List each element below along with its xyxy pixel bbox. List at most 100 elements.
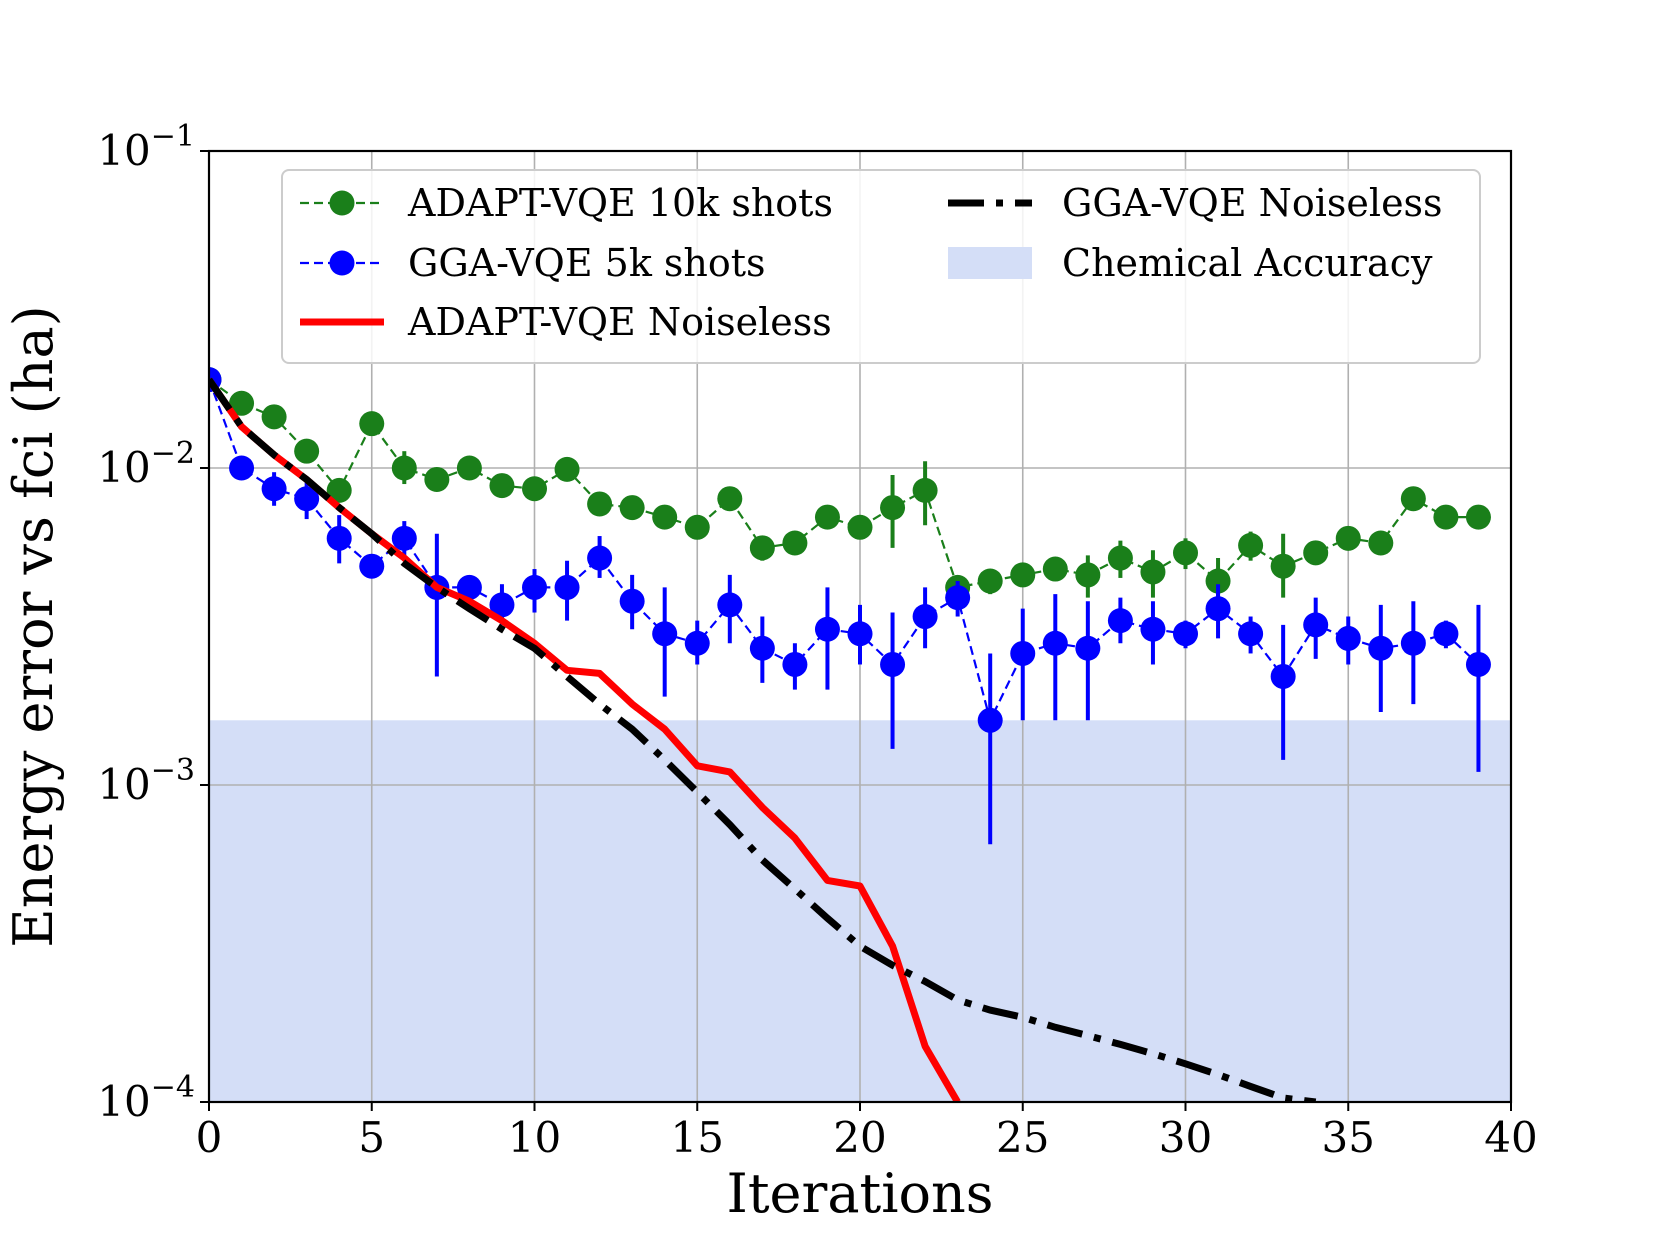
data-point [1042,556,1068,582]
data-point [391,525,417,551]
x-tick-label: 0 [196,1113,223,1162]
data-point [1238,621,1264,647]
data-point [717,592,743,618]
data-point [261,404,287,430]
data-point [1270,553,1296,579]
x-tick-label: 35 [1322,1113,1375,1162]
data-point [945,585,971,611]
legend-swatch [948,247,1032,279]
data-point [1075,562,1101,588]
data-point [1140,616,1166,642]
data-point [912,477,938,503]
data-point [391,455,417,481]
y-tick-base: 10 [97,760,150,809]
data-point [619,588,645,614]
legend-label: ADAPT-VQE Noiseless [407,300,832,344]
x-tick-label: 20 [833,1113,886,1162]
data-point [814,616,840,642]
legend-marker [329,190,355,216]
y-tick-exponent: −3 [151,753,195,788]
series-gga-vqe-5k-shots [209,367,1491,845]
data-point [977,707,1003,733]
data-point [1400,630,1426,656]
data-point [652,504,678,530]
x-tick-label: 30 [1159,1113,1212,1162]
data-point [1368,635,1394,661]
data-point [1465,651,1491,677]
series-gga-vqe-noiseless [209,377,1317,1102]
data-point [814,504,840,530]
data-point [1205,568,1231,594]
data-point [554,456,580,482]
data-point [684,514,710,540]
data-point [587,491,613,517]
series-line [209,377,961,1102]
legend-label: GGA-VQE Noiseless [1062,181,1443,225]
data-point [1075,635,1101,661]
data-point [1107,608,1133,634]
data-point [229,455,255,481]
data-point [1270,663,1296,689]
data-point [1433,621,1459,647]
data-point [456,574,482,600]
data-point [1368,530,1394,556]
data-point [912,604,938,630]
data-point [326,477,352,503]
data-point [261,476,287,502]
data-point [782,530,808,556]
data-point [1465,504,1491,530]
y-tick-label: 10−3 [97,753,195,809]
data-point [522,574,547,600]
series-line [209,379,1480,724]
y-tick-exponent: −2 [151,436,195,471]
data-point [326,525,352,551]
legend-label: Chemical Accuracy [1062,241,1433,285]
y-tick-label: 10−1 [97,119,195,175]
data-point [1010,562,1036,588]
x-tick-label: 25 [996,1113,1049,1162]
series-line [209,377,1317,1102]
data-point [847,621,873,647]
legend-item-adapt-vqe-noiseless: ADAPT-VQE Noiseless [300,300,832,344]
data-point [554,574,580,600]
data-point [587,545,613,571]
y-tick-label: 10−2 [97,436,195,492]
legend-item-chemical-accuracy: Chemical Accuracy [948,241,1433,285]
data-point [977,568,1003,594]
data-point [1205,596,1231,622]
data-point [1173,540,1198,566]
legend-label: ADAPT-VQE 10k shots [407,181,833,225]
data-point [619,495,645,521]
data-point [294,438,320,464]
data-point [1433,504,1459,530]
y-tick-label: 10−4 [97,1070,195,1126]
data-point [652,621,678,647]
y-tick-exponent: −4 [151,1070,195,1105]
data-point [684,630,710,656]
legend-item-adapt-vqe-10k-shots: ADAPT-VQE 10k shots [300,181,833,225]
data-point [717,486,743,512]
y-tick-base: 10 [97,126,150,175]
y-tick-base: 10 [97,1077,150,1126]
data-point [1335,525,1361,551]
data-point [749,635,775,661]
y-tick-exponent: −1 [151,119,195,154]
data-point [1042,630,1068,656]
x-tick-label: 5 [358,1113,385,1162]
data-point [1335,625,1361,651]
series-adapt-vqe-10k-shots [209,367,1491,609]
y-tick-base: 10 [97,443,150,492]
data-point [847,514,873,540]
data-point [1400,486,1426,512]
data-point [522,476,547,502]
data-point [1107,545,1133,571]
data-point [489,473,515,499]
data-point [1303,540,1329,566]
legend-marker [329,250,355,276]
data-point [294,486,320,512]
data-point [1140,559,1166,585]
x-tick-label: 40 [1484,1113,1537,1162]
data-point [782,651,808,677]
legend-item-gga-vqe-5k-shots: GGA-VQE 5k shots [300,241,766,285]
